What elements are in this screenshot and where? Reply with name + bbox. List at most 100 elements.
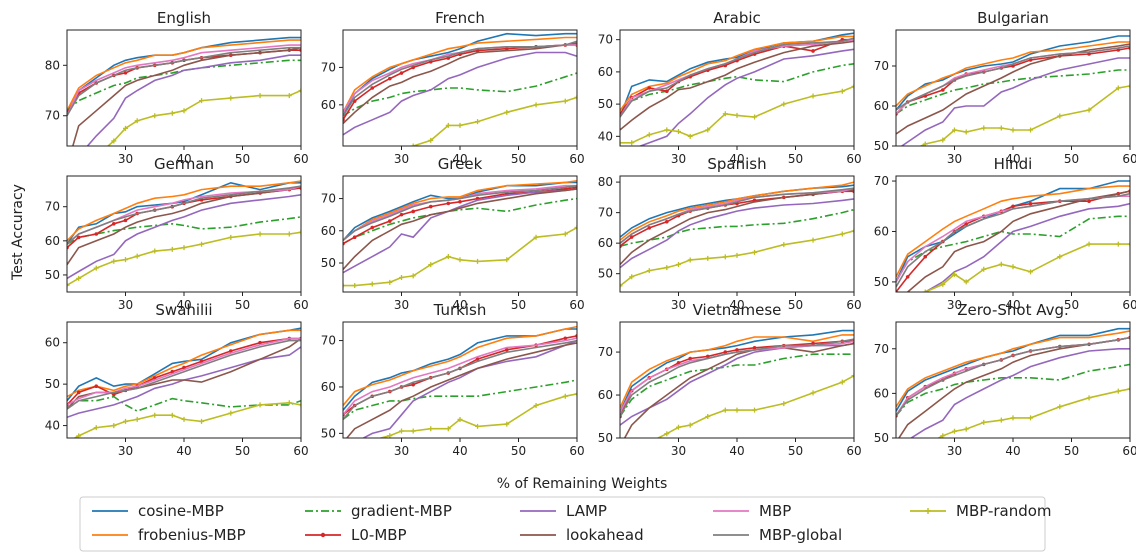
series-line — [620, 353, 854, 417]
series-line — [343, 44, 577, 121]
series-line — [72, 46, 301, 146]
x-tick-label: 40 — [729, 444, 744, 458]
legend-item: MBP — [713, 502, 791, 520]
data-point — [76, 390, 81, 395]
data-point — [504, 109, 510, 115]
data-point — [664, 265, 670, 271]
series-line — [343, 51, 577, 136]
series-group — [67, 180, 301, 288]
series-line — [936, 388, 1130, 438]
data-point — [257, 93, 263, 99]
data-point — [722, 111, 728, 117]
data-point — [940, 433, 946, 438]
x-tick-label: 60 — [293, 298, 308, 312]
x-tick-label: 40 — [1005, 298, 1020, 312]
series-line — [896, 41, 1130, 107]
data-point — [352, 449, 357, 454]
data-point — [1087, 52, 1091, 56]
data-point — [647, 226, 652, 230]
data-point — [475, 357, 480, 361]
legend-item: lookahead — [520, 526, 644, 544]
data-point — [352, 235, 357, 240]
data-point — [505, 348, 509, 352]
data-point — [574, 225, 577, 231]
y-axis-label: Test Accuracy — [10, 184, 26, 281]
y-tick-label: 70 — [874, 342, 889, 356]
chart-panel: 30 40 50 60 40 50 60 70 Arabic — [598, 9, 862, 166]
data-point — [112, 221, 116, 226]
data-point — [112, 392, 116, 397]
data-point — [647, 440, 652, 445]
panel-title: English — [157, 9, 211, 27]
y-tick-label: 50 — [45, 268, 60, 282]
data-point — [123, 257, 128, 263]
series-group — [620, 329, 854, 445]
data-point — [734, 407, 740, 413]
data-point — [257, 231, 263, 237]
data-point — [370, 225, 375, 230]
x-tick-label: 40 — [1005, 444, 1020, 458]
data-point — [1028, 127, 1034, 133]
data-point — [152, 412, 158, 418]
series-line — [620, 230, 854, 287]
series-line — [343, 325, 577, 407]
data-point — [504, 257, 510, 263]
y-tick-label: 70 — [321, 192, 336, 206]
y-tick-label: 60 — [598, 236, 613, 250]
series-line — [896, 336, 1130, 417]
data-point — [76, 164, 81, 169]
data-point — [839, 88, 845, 94]
y-tick-label: 50 — [598, 267, 613, 281]
data-point — [445, 122, 451, 128]
series-line — [361, 339, 577, 438]
series-line — [896, 43, 1130, 135]
data-point — [722, 254, 728, 260]
series-line — [343, 337, 577, 416]
panel-title: Arabic — [713, 9, 761, 27]
data-point — [810, 237, 816, 243]
series-line — [343, 42, 577, 125]
x-tick-label: 50 — [511, 298, 526, 312]
data-point — [399, 212, 404, 217]
data-point — [629, 140, 635, 146]
x-tick-label: 50 — [788, 298, 803, 312]
series-line — [620, 63, 854, 115]
chart-panel: 30 40 50 60 70 80 English — [45, 9, 309, 169]
y-tick-label: 60 — [874, 99, 889, 113]
data-point — [952, 271, 957, 277]
series-line — [343, 36, 577, 113]
series-line — [896, 69, 1130, 115]
series-line — [343, 180, 577, 242]
y-tick-label: 70 — [321, 334, 336, 348]
series-line — [620, 37, 854, 118]
data-point — [734, 252, 740, 258]
data-point — [998, 417, 1004, 423]
series-line — [620, 198, 854, 269]
data-point — [199, 418, 205, 424]
data-point — [93, 425, 99, 431]
legend: cosine-MBP frobenius-MBP gradient-MBP L0-MB… — [79, 496, 1052, 552]
data-point — [562, 393, 568, 399]
chart-panel: 30 40 50 60 50 60 70 Turkish — [321, 301, 585, 458]
data-point — [1057, 404, 1063, 410]
legend-label: gradient-MBP — [351, 502, 452, 520]
x-tick-label: 30 — [394, 152, 409, 166]
series-line — [918, 85, 1130, 146]
data-point — [923, 254, 928, 259]
data-point — [1086, 395, 1092, 401]
series-line — [67, 185, 301, 245]
series-line — [923, 243, 1130, 292]
x-tick-label: 30 — [118, 298, 133, 312]
series-line — [620, 329, 854, 413]
y-tick-label: 50 — [598, 97, 613, 111]
data-point — [123, 125, 128, 131]
data-point — [676, 424, 681, 430]
data-point — [411, 382, 416, 387]
y-tick-label: 70 — [45, 109, 60, 123]
x-tick-label: 30 — [947, 444, 962, 458]
data-point — [169, 412, 175, 418]
panel-title: Spanish — [707, 155, 766, 173]
data-point — [781, 401, 787, 407]
series-line — [620, 40, 854, 131]
chart-panels: 30 40 50 60 70 80 English 30 40 50 60 60 70 French 30 4… — [45, 9, 1136, 458]
